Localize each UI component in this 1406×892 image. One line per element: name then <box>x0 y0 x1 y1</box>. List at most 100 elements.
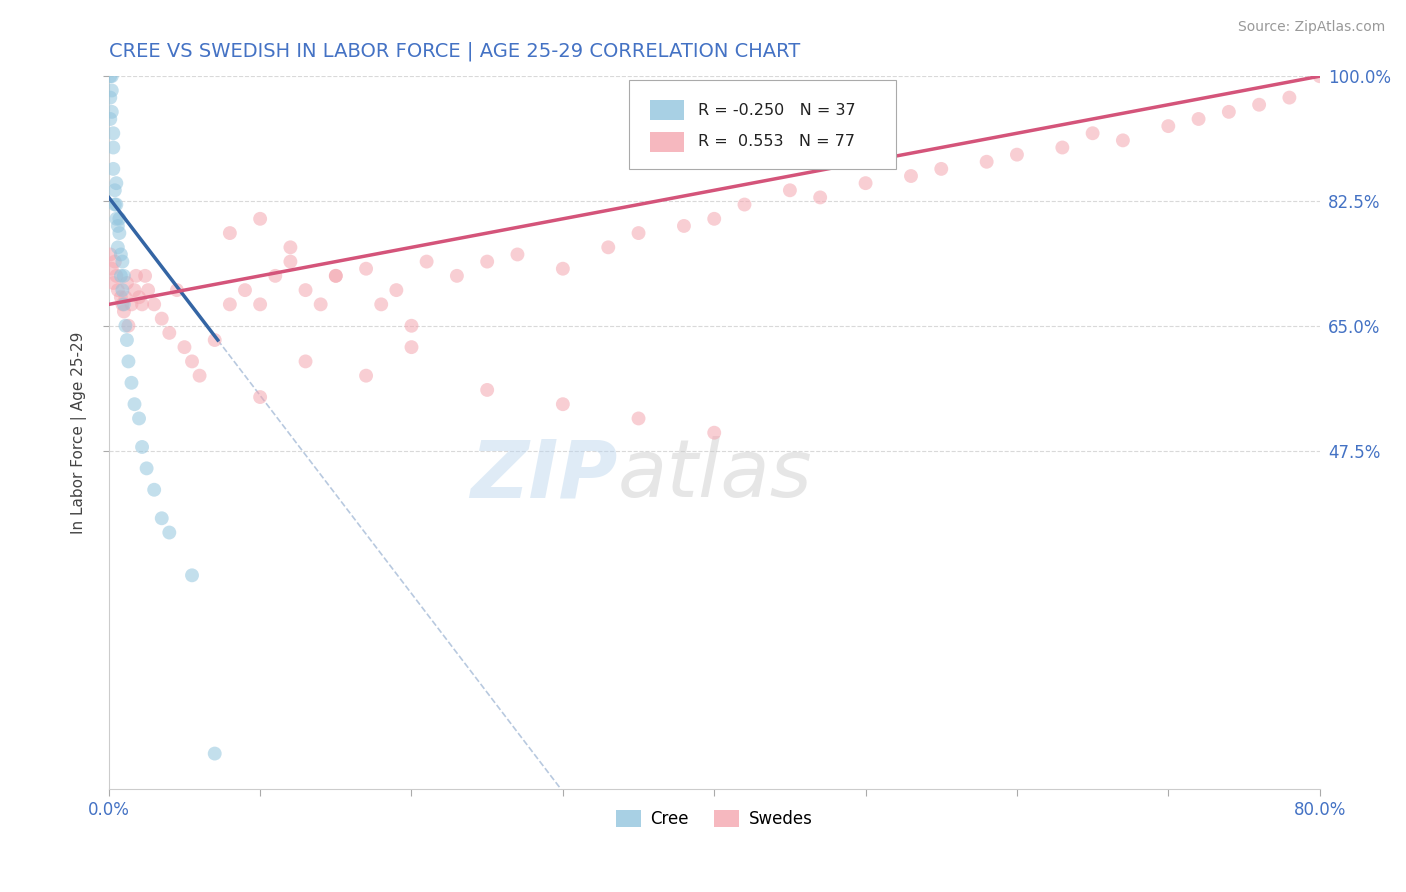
Point <box>103 276 125 290</box>
Point <box>370 297 392 311</box>
Point <box>98 90 121 104</box>
Point <box>107 240 129 254</box>
Point <box>1249 97 1271 112</box>
Point <box>415 254 437 268</box>
Point <box>294 354 316 368</box>
Point <box>107 283 129 297</box>
Text: R =  0.553   N = 77: R = 0.553 N = 77 <box>699 135 855 149</box>
Point <box>1278 90 1301 104</box>
Point <box>105 197 128 211</box>
Point <box>264 268 287 283</box>
Point <box>105 211 128 226</box>
Point <box>125 268 148 283</box>
Point <box>117 354 139 368</box>
Point <box>114 318 136 333</box>
Point <box>218 297 240 311</box>
Point <box>280 240 302 254</box>
Point <box>900 169 922 183</box>
Point <box>157 326 180 340</box>
Point <box>401 340 423 354</box>
Point <box>150 311 173 326</box>
Point <box>551 397 574 411</box>
Point <box>112 297 135 311</box>
Point <box>204 333 226 347</box>
Point <box>325 268 347 283</box>
Point <box>103 126 125 140</box>
Point <box>354 261 377 276</box>
Point <box>249 297 271 311</box>
Point <box>108 226 131 240</box>
Text: atlas: atlas <box>617 436 813 515</box>
Point <box>136 283 159 297</box>
Point <box>105 268 128 283</box>
Point <box>128 411 150 425</box>
Point <box>1052 140 1074 154</box>
Point <box>1218 104 1240 119</box>
Text: R = -0.250   N = 37: R = -0.250 N = 37 <box>699 103 856 118</box>
Point <box>1187 112 1209 126</box>
Point <box>506 247 529 261</box>
Point <box>249 211 271 226</box>
Point <box>1309 69 1331 83</box>
Point <box>166 283 188 297</box>
Point <box>1112 133 1135 147</box>
Point <box>103 140 125 154</box>
Point <box>734 197 756 211</box>
Point <box>249 390 271 404</box>
Point <box>112 268 135 283</box>
Point <box>401 318 423 333</box>
Point <box>703 211 725 226</box>
Point <box>1005 147 1028 161</box>
Point <box>1081 126 1104 140</box>
Point <box>114 290 136 304</box>
Point <box>128 290 150 304</box>
Bar <box>650 132 683 152</box>
Point <box>135 461 157 475</box>
Point <box>325 268 347 283</box>
Point <box>103 161 125 176</box>
Point <box>134 268 156 283</box>
Point <box>233 283 256 297</box>
Point <box>117 318 139 333</box>
Legend: Cree, Swedes: Cree, Swedes <box>609 803 820 834</box>
Point <box>385 283 408 297</box>
Point <box>143 483 166 497</box>
Point <box>627 411 650 425</box>
Point <box>672 219 695 233</box>
Point <box>157 525 180 540</box>
Point <box>354 368 377 383</box>
Point <box>627 226 650 240</box>
Point <box>104 197 127 211</box>
Point <box>104 254 127 268</box>
Point <box>111 297 134 311</box>
Point <box>598 240 620 254</box>
Bar <box>650 101 683 120</box>
Point <box>115 276 138 290</box>
Point <box>101 83 124 97</box>
Point <box>110 247 132 261</box>
Point <box>98 112 121 126</box>
FancyBboxPatch shape <box>630 79 896 169</box>
Point <box>779 183 801 197</box>
Point <box>309 297 332 311</box>
Point <box>104 183 127 197</box>
Point <box>808 190 831 204</box>
Point <box>110 290 132 304</box>
Point <box>150 511 173 525</box>
Point <box>98 69 121 83</box>
Point <box>703 425 725 440</box>
Point <box>131 440 153 454</box>
Point <box>475 383 498 397</box>
Point <box>181 568 204 582</box>
Point <box>1157 119 1180 133</box>
Point <box>204 747 226 761</box>
Point <box>218 226 240 240</box>
Point <box>110 268 132 283</box>
Text: CREE VS SWEDISH IN LABOR FORCE | AGE 25-29 CORRELATION CHART: CREE VS SWEDISH IN LABOR FORCE | AGE 25-… <box>108 42 800 62</box>
Point <box>280 254 302 268</box>
Point <box>111 254 134 268</box>
Point <box>98 247 121 261</box>
Point <box>121 376 143 390</box>
Point <box>101 104 124 119</box>
Text: ZIP: ZIP <box>470 436 617 515</box>
